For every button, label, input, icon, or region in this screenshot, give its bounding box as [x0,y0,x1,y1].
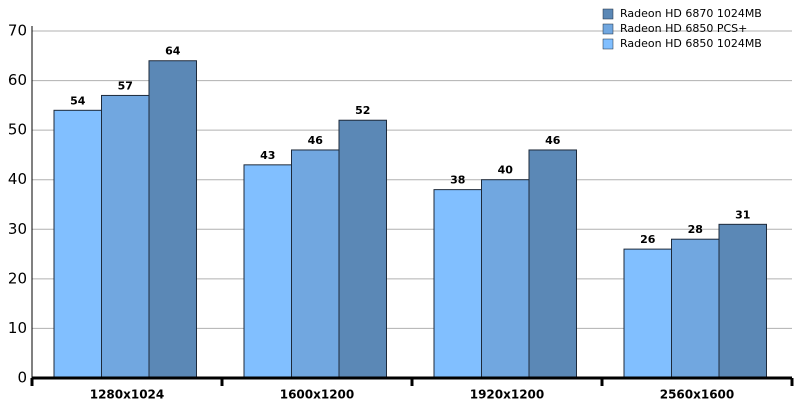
y-tick-label: 40 [8,170,27,188]
value-label: 38 [450,174,465,187]
bar [433,189,482,379]
y-tick-label: 50 [8,121,27,139]
legend-swatch [602,23,614,35]
legend-label: Radeon HD 6870 1024MB [620,7,762,20]
bar [623,248,672,379]
value-label: 46 [308,134,324,147]
value-label: 64 [165,45,181,58]
bar [718,223,767,379]
legend-label: Radeon HD 6850 PCS+ [620,22,747,35]
x-tick-label: 1920x1200 [470,388,545,402]
value-label: 43 [260,149,275,162]
legend-swatch [602,8,614,20]
bar [291,149,340,379]
value-label: 46 [545,134,561,147]
bar [528,149,577,379]
value-label: 31 [735,208,750,221]
y-tick-label: 60 [8,71,27,89]
x-tick-label: 2560x1600 [660,388,735,402]
bar [53,109,102,379]
value-label: 40 [498,164,514,177]
legend-swatch [602,38,614,50]
bar [101,94,150,379]
bar [338,119,387,379]
value-label: 26 [640,233,656,246]
bar [671,238,720,379]
y-tick-label: 0 [17,369,27,387]
bar [148,60,197,379]
legend-label: Radeon HD 6850 1024MB [620,37,762,50]
y-tick-label: 10 [8,319,27,337]
y-tick-label: 70 [8,22,27,40]
value-label: 57 [118,79,133,92]
value-label: 28 [688,223,703,236]
y-tick-label: 20 [8,269,27,287]
value-label: 52 [355,104,370,117]
y-tick-label: 30 [8,220,27,238]
value-label: 54 [70,94,86,107]
bar [481,179,530,379]
x-tick-label: 1600x1200 [280,388,355,402]
bar [243,164,292,379]
x-tick-label: 1280x1024 [90,388,165,402]
